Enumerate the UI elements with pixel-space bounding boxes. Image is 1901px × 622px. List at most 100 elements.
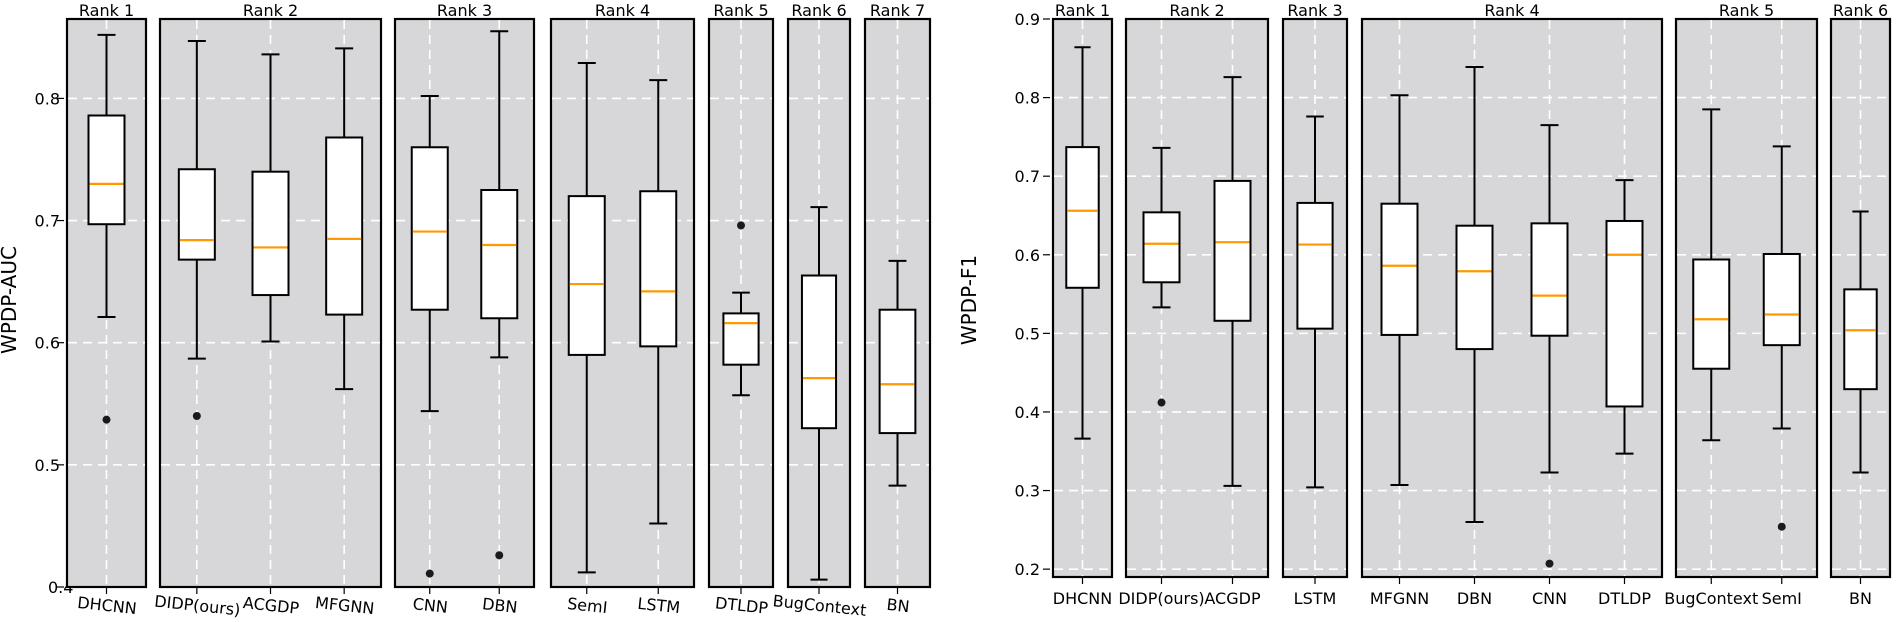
iqr-box <box>567 195 606 356</box>
f1-boxplot-chart: WPDP-F1 0.2 0.3 0.4 0.5 0.6 0.7 0.8 0.9 Rank 1 DHC… <box>957 1 1892 608</box>
y-tick-label: 0.7 <box>35 212 60 231</box>
x-tick-label: BugContext <box>772 591 867 620</box>
iqr-box <box>1142 211 1181 284</box>
iqr-box <box>1530 222 1569 337</box>
iqr-box <box>878 308 917 435</box>
box-plot: LSTM <box>637 20 681 617</box>
outlier-point <box>1157 398 1166 407</box>
iqr-box <box>480 189 519 320</box>
rank-title: Rank 2 <box>243 1 298 20</box>
x-tick-label: BN <box>1849 589 1872 608</box>
iqr-box <box>1762 252 1801 347</box>
box-plot: DHCNN <box>77 20 138 618</box>
outlier-point <box>192 411 201 420</box>
x-tick-label: DTLDP <box>1598 589 1651 608</box>
rank-title: Rank 1 <box>79 1 134 20</box>
x-tick-label: SemI <box>566 594 608 617</box>
box-plot: LSTM <box>1294 20 1336 608</box>
y-tick-label: 0.2 <box>1015 560 1040 579</box>
rank-panel: Rank 4 MFGNN DBN CNN DTLDP <box>1360 1 1664 608</box>
iqr-box <box>1296 201 1334 330</box>
x-tick-label: CNN <box>1532 589 1567 608</box>
outlier-point <box>737 221 745 230</box>
box-plot: ACGDP <box>242 20 300 618</box>
iqr-box <box>1843 288 1878 391</box>
outlier-point <box>425 569 434 578</box>
rank-title: Rank 2 <box>1169 1 1224 20</box>
box-plot: CNN <box>1530 20 1569 608</box>
y-tick-label: 0.9 <box>1015 10 1040 29</box>
rank-panel: Rank 7 BN <box>863 1 932 616</box>
outlier-point <box>1545 559 1554 568</box>
x-tick-label: SemI <box>1762 589 1802 608</box>
x-tick-label: DHCNN <box>1053 589 1112 608</box>
y-tick-label: 0.6 <box>35 334 60 353</box>
x-tick-label: ACGDP <box>242 593 300 618</box>
y-tick-label: 0.8 <box>1015 89 1040 108</box>
rank-panel: Rank 6 BN <box>1829 1 1892 608</box>
y-axis-label: WPDP-AUC <box>0 246 21 354</box>
x-tick-label: BugContext <box>1664 589 1758 608</box>
rank-panel: Rank 2 DIDP(ours) ACGDP <box>1118 1 1270 608</box>
rank-panel: Rank 3 CNN DBN <box>393 1 536 617</box>
iqr-box <box>1380 202 1419 336</box>
iqr-box <box>87 114 126 226</box>
box-plot: SemI <box>566 20 608 617</box>
x-tick-label: DHCNN <box>77 593 138 618</box>
box-plot: DTLDP <box>1598 20 1651 608</box>
y-tick-label: 0.7 <box>1015 167 1040 186</box>
x-tick-label: LSTM <box>637 594 681 617</box>
y-tick-label: 0.6 <box>1015 246 1040 265</box>
rank-title: Rank 7 <box>870 1 925 20</box>
box-plot: DIDP(ours) <box>153 20 241 619</box>
iqr-box <box>1605 219 1644 408</box>
x-tick-label: MFGNN <box>314 593 375 618</box>
iqr-box <box>251 170 290 297</box>
outlier-point <box>1777 522 1786 531</box>
x-tick-label: ACGDP <box>1204 589 1261 608</box>
rank-panel: Rank 2 DIDP(ours) ACGDP MFGNN <box>153 1 383 619</box>
iqr-box <box>800 274 838 430</box>
iqr-box <box>639 190 678 348</box>
iqr-box <box>1692 258 1731 370</box>
box-plot: CNN <box>410 20 449 617</box>
box-plot: DBN <box>480 20 519 617</box>
rank-panel: Rank 1 DHCNN <box>65 1 148 618</box>
rank-title: Rank 5 <box>713 1 768 20</box>
outlier-point <box>495 551 504 560</box>
rank-title: Rank 5 <box>1719 1 1774 20</box>
box-plot: BugContext <box>1664 20 1758 608</box>
y-tick-label: 0.5 <box>35 456 60 475</box>
rank-title: Rank 4 <box>595 1 650 20</box>
box-plot: DHCNN <box>1053 20 1112 608</box>
rank-panel: Rank 1 DHCNN <box>1051 1 1114 608</box>
box-plot: MFGNN <box>1370 20 1429 608</box>
iqr-box <box>1455 224 1494 351</box>
y-axis-label: WPDP-F1 <box>957 255 981 345</box>
box-plot: DBN <box>1455 20 1494 608</box>
x-tick-label: CNN <box>412 594 449 617</box>
x-tick-label: DBN <box>481 594 518 617</box>
iqr-box <box>1213 179 1252 322</box>
x-tick-label: MFGNN <box>1370 589 1429 608</box>
iqr-box <box>722 312 760 366</box>
rank-panel: Rank 4 SemI LSTM <box>549 1 696 617</box>
box-plot: BN <box>1843 20 1878 608</box>
box-plot: ACGDP <box>1204 20 1261 608</box>
y-tick-label: 0.8 <box>35 89 60 108</box>
rank-title: Rank 3 <box>437 1 492 20</box>
y-tick-label: 0.4 <box>1015 403 1040 422</box>
rank-title: Rank 6 <box>1833 1 1888 20</box>
outlier-point <box>102 415 111 424</box>
y-tick-label: 0.3 <box>1015 482 1040 501</box>
iqr-box <box>410 146 449 311</box>
rank-panel: Rank 3 LSTM <box>1281 1 1349 608</box>
x-tick-label: BN <box>886 595 911 616</box>
box-plot: DIDP(ours) <box>1118 20 1205 608</box>
y-tick-label: 0.5 <box>1015 324 1040 343</box>
iqr-box <box>325 136 364 316</box>
rank-title: Rank 1 <box>1055 1 1110 20</box>
x-tick-label: DIDP(ours) <box>153 592 241 620</box>
